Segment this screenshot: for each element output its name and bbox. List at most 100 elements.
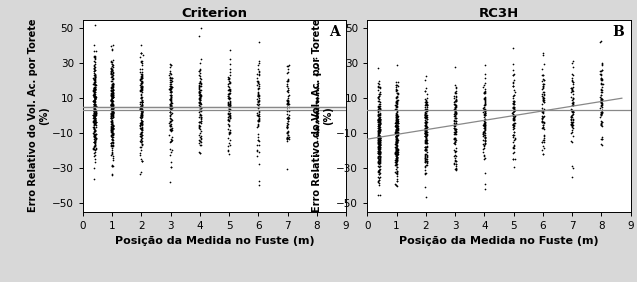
Point bbox=[392, 62, 402, 67]
Point bbox=[391, 131, 401, 135]
Point bbox=[106, 94, 116, 98]
Point bbox=[480, 119, 490, 124]
Point bbox=[374, 134, 384, 139]
Point bbox=[568, 80, 578, 84]
Point bbox=[108, 132, 118, 136]
Point bbox=[392, 128, 403, 133]
Point bbox=[89, 126, 99, 130]
Point bbox=[420, 115, 430, 120]
Point bbox=[195, 112, 205, 117]
Point bbox=[89, 49, 99, 53]
Point bbox=[108, 103, 118, 107]
Point bbox=[196, 67, 206, 71]
Point bbox=[89, 134, 99, 138]
Point bbox=[106, 74, 117, 79]
Point bbox=[312, 63, 322, 67]
Point bbox=[164, 84, 175, 89]
Text: B: B bbox=[612, 25, 624, 39]
Title: Criterion: Criterion bbox=[182, 7, 248, 20]
Point bbox=[138, 67, 148, 71]
Point bbox=[450, 111, 461, 115]
Point bbox=[420, 113, 431, 117]
Point bbox=[451, 159, 461, 163]
Point bbox=[391, 152, 401, 157]
Point bbox=[480, 127, 490, 132]
Point bbox=[282, 130, 292, 135]
Point bbox=[89, 99, 99, 103]
Point bbox=[106, 135, 117, 139]
Point bbox=[253, 113, 263, 118]
Point bbox=[391, 167, 401, 172]
Point bbox=[373, 133, 383, 137]
Point bbox=[283, 92, 294, 97]
Point bbox=[137, 69, 147, 74]
Point bbox=[89, 92, 99, 96]
Point bbox=[254, 119, 264, 124]
Point bbox=[194, 114, 204, 119]
Point bbox=[225, 67, 235, 71]
Point bbox=[450, 86, 461, 91]
Point bbox=[107, 125, 117, 129]
Point bbox=[374, 116, 384, 121]
Point bbox=[166, 99, 176, 103]
Point bbox=[391, 152, 401, 157]
Point bbox=[282, 64, 292, 68]
Point bbox=[90, 73, 101, 78]
Point bbox=[223, 77, 233, 81]
Point bbox=[196, 121, 206, 125]
Point bbox=[537, 87, 547, 91]
Point bbox=[90, 75, 101, 80]
Point bbox=[480, 110, 490, 115]
Point bbox=[165, 113, 175, 117]
Point bbox=[165, 123, 175, 127]
Point bbox=[420, 124, 430, 129]
Point bbox=[422, 125, 432, 129]
Point bbox=[538, 98, 548, 103]
Point bbox=[311, 101, 321, 105]
Point bbox=[90, 87, 100, 91]
Point bbox=[166, 79, 176, 84]
Point bbox=[167, 101, 177, 105]
Point bbox=[90, 83, 101, 87]
Point bbox=[375, 154, 385, 159]
Point bbox=[90, 119, 100, 124]
Point bbox=[373, 133, 383, 138]
Point bbox=[108, 126, 118, 130]
Point bbox=[90, 80, 100, 84]
Point bbox=[90, 49, 101, 53]
Point bbox=[89, 114, 99, 118]
Point bbox=[568, 103, 578, 107]
Point bbox=[106, 129, 117, 133]
Point bbox=[194, 93, 204, 97]
Point bbox=[509, 107, 519, 112]
Point bbox=[392, 132, 402, 137]
Point bbox=[450, 126, 460, 131]
Y-axis label: Erro Relativo do Vol. Ac. por Torete
(%): Erro Relativo do Vol. Ac. por Torete (%) bbox=[27, 19, 49, 212]
Point bbox=[194, 150, 204, 154]
Point bbox=[136, 88, 146, 92]
Point bbox=[136, 104, 147, 109]
Point bbox=[194, 120, 204, 124]
Point bbox=[375, 150, 385, 154]
Point bbox=[538, 90, 548, 94]
Point bbox=[480, 99, 490, 103]
Point bbox=[509, 123, 519, 127]
Point bbox=[567, 124, 577, 129]
Point bbox=[194, 100, 204, 104]
Point bbox=[106, 121, 117, 125]
Point bbox=[89, 86, 99, 91]
Point bbox=[107, 164, 117, 168]
Point bbox=[450, 113, 460, 117]
Point bbox=[480, 109, 490, 114]
Point bbox=[420, 118, 430, 123]
Point bbox=[375, 116, 385, 121]
Point bbox=[106, 118, 116, 123]
Point bbox=[373, 84, 383, 89]
Point bbox=[420, 111, 431, 116]
Point bbox=[451, 99, 461, 103]
Point bbox=[166, 63, 176, 67]
Point bbox=[392, 116, 403, 121]
Point bbox=[597, 100, 607, 105]
Point bbox=[106, 88, 116, 92]
Point bbox=[451, 108, 461, 113]
